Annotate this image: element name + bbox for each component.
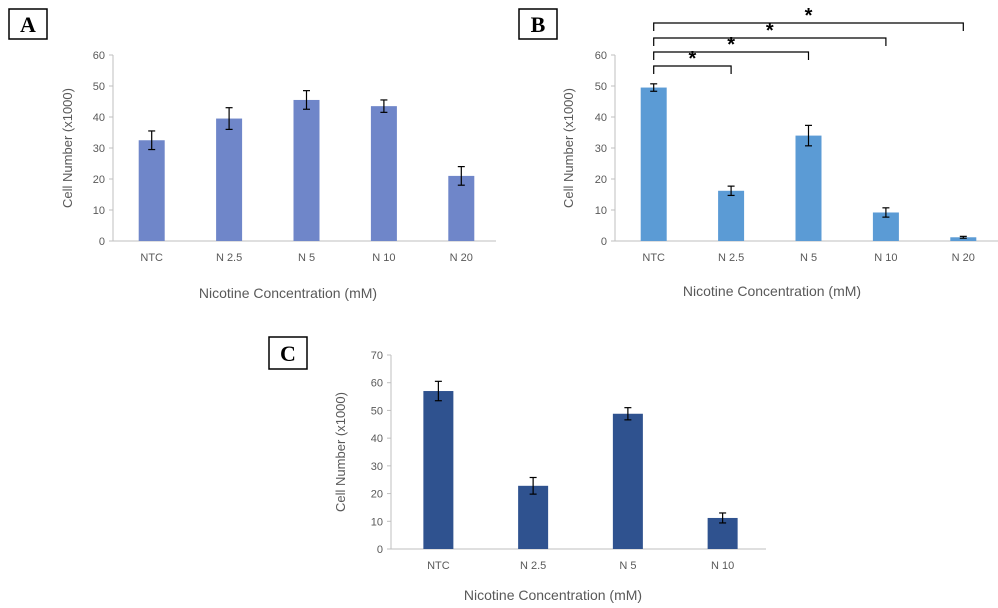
panel-a-x-tick-label: N 2.5	[216, 252, 242, 264]
panel-b-x-axis-label: Nicotine Concentration (mM)	[683, 283, 861, 299]
panel-c-x-tick-label: N 5	[619, 560, 636, 572]
panel-a-bar	[370, 106, 397, 242]
panel-a-bar	[138, 140, 165, 241]
panel-b-significance-bracket	[653, 51, 810, 60]
panel-c-label-box	[268, 336, 308, 370]
panel-c-x-tick-label: NTC	[427, 560, 450, 572]
panel-b-x-tick-label: N 5	[800, 252, 817, 264]
panel-a-x-tick-label: NTC	[140, 252, 163, 264]
panel-c-bar	[423, 391, 454, 549]
panel-b-bar	[640, 87, 667, 241]
panel-a-y-tick-label: 30	[93, 143, 105, 155]
panel-a-y-axis-label: Cell Number (x1000)	[60, 88, 75, 208]
panel-b-y-tick-label: 0	[601, 236, 607, 248]
panel-b-y-tick-label: 10	[595, 205, 607, 217]
panel-c-y-tick-label: 60	[371, 378, 383, 390]
panel-a-y-tick-label: 20	[93, 174, 105, 186]
panel-b-label: B	[531, 12, 546, 37]
panel-a-x-tick-label: N 10	[372, 252, 395, 264]
panel-c-y-tick-label: 70	[371, 350, 383, 362]
panel-a-y-tick-label: 40	[93, 112, 105, 124]
panel-b-y-tick-label: 20	[595, 174, 607, 186]
panel-c-y-tick-label: 50	[371, 405, 383, 417]
panel-b-y-tick-label: 30	[595, 143, 607, 155]
panel-b-label-box	[518, 8, 558, 40]
panel-b-significance-bracket	[653, 65, 732, 74]
panel-b-y-tick-label: 40	[595, 112, 607, 124]
panel-b-x-tick-label: NTC	[642, 252, 665, 264]
panel-b-bar	[795, 135, 822, 241]
panel-a-y-tick-label: 50	[93, 81, 105, 93]
panel-b-y-tick-label: 50	[595, 81, 607, 93]
panel-c-y-axis-label: Cell Number (x1000)	[333, 392, 348, 512]
panel-a-y-tick-label: 0	[99, 236, 105, 248]
panel-c-bar	[518, 485, 549, 549]
panel-a-bar	[293, 99, 320, 241]
panel-a-label-box	[8, 8, 48, 40]
panel-b-x-tick-label: N 20	[952, 252, 975, 264]
panel-c-y-tick-label: 30	[371, 461, 383, 473]
panel-c-label: C	[280, 341, 296, 366]
panel-c-y-tick-label: 0	[377, 544, 383, 556]
panel-b-y-axis-label: Cell Number (x1000)	[561, 88, 576, 208]
panel-b-x-tick-label: N 2.5	[718, 252, 744, 264]
panel-a-x-axis-label: Nicotine Concentration (mM)	[199, 285, 377, 301]
panel-a-x-tick-label: N 5	[298, 252, 315, 264]
panel-b-bar	[718, 190, 745, 241]
panel-b-significance-star: *	[766, 20, 774, 42]
panel-c-bar	[612, 413, 643, 549]
panel-c-x-tick-label: N 10	[711, 560, 734, 572]
panel-b-y-tick-label: 60	[595, 50, 607, 62]
panel-c-y-tick-label: 20	[371, 489, 383, 501]
panel-b-significance-star: *	[727, 34, 735, 56]
panel-a-bar	[448, 175, 475, 241]
panel-a-x-tick-label: N 20	[450, 252, 473, 264]
panel-b-significance-bracket	[653, 37, 887, 46]
panel-c-y-tick-label: 40	[371, 433, 383, 445]
panel-b-significance-star: *	[689, 48, 697, 70]
panel-c-x-tick-label: N 2.5	[520, 560, 546, 572]
panel-b-significance-star: *	[805, 5, 813, 27]
panel-c-y-tick-label: 10	[371, 516, 383, 528]
panel-b-significance-bracket	[653, 22, 964, 31]
panel-a-label: A	[20, 12, 36, 37]
panel-b-bar	[950, 237, 977, 241]
panel-a-y-tick-label: 10	[93, 205, 105, 217]
panel-a-y-tick-label: 60	[93, 50, 105, 62]
panel-a-bar	[216, 118, 243, 241]
panel-b-x-tick-label: N 10	[874, 252, 897, 264]
panel-c-x-axis-label: Nicotine Concentration (mM)	[464, 587, 642, 603]
